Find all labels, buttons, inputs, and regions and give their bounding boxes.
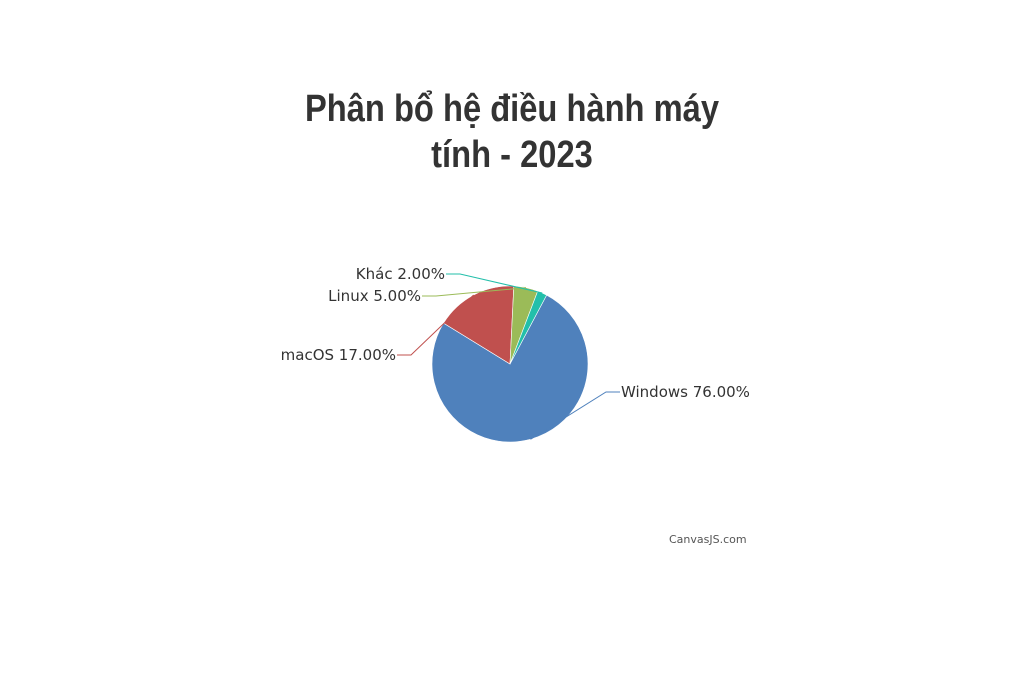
pie-leader-line — [446, 273, 543, 294]
chart-title: Phân bổ hệ điều hành máy tính - 2023 — [297, 86, 727, 178]
pie-slice-label: Khác 2.00% — [356, 265, 445, 283]
pie-leader-line — [530, 391, 620, 440]
canvasjs-credit-link[interactable]: CanvasJS.com — [669, 533, 747, 546]
pie-leader-line — [397, 294, 474, 356]
pie-leader-line — [422, 287, 526, 297]
pie-labels: Windows 76.00% macOS 17.00% Linux 5.00% Khá… — [281, 265, 750, 401]
chart-title-line-2: tính - 2023 — [431, 134, 593, 176]
chart-title-line-1: Phân bổ hệ điều hành máy — [304, 88, 720, 130]
pie-slice-label: Windows 76.00% — [621, 383, 750, 401]
pie-slice-label: Linux 5.00% — [328, 287, 421, 305]
pie-leader-lines — [397, 273, 620, 440]
pie-slices — [431, 285, 589, 443]
pie-slice-label: macOS 17.00% — [281, 346, 396, 364]
